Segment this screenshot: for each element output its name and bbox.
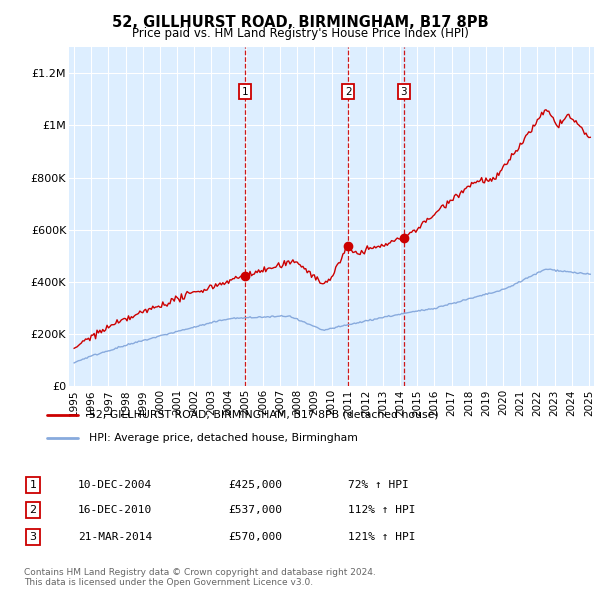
- Text: 3: 3: [29, 532, 37, 542]
- Text: 1: 1: [242, 87, 248, 97]
- Text: HPI: Average price, detached house, Birmingham: HPI: Average price, detached house, Birm…: [89, 433, 358, 443]
- Text: 10-DEC-2004: 10-DEC-2004: [78, 480, 152, 490]
- Text: 2: 2: [345, 87, 352, 97]
- Text: £425,000: £425,000: [228, 480, 282, 490]
- Text: 21-MAR-2014: 21-MAR-2014: [78, 532, 152, 542]
- Text: 2: 2: [29, 506, 37, 515]
- Text: Price paid vs. HM Land Registry's House Price Index (HPI): Price paid vs. HM Land Registry's House …: [131, 27, 469, 40]
- Text: 72% ↑ HPI: 72% ↑ HPI: [348, 480, 409, 490]
- Text: 112% ↑ HPI: 112% ↑ HPI: [348, 506, 415, 515]
- Text: 121% ↑ HPI: 121% ↑ HPI: [348, 532, 415, 542]
- Text: 1: 1: [29, 480, 37, 490]
- Text: 52, GILLHURST ROAD, BIRMINGHAM, B17 8PB (detached house): 52, GILLHURST ROAD, BIRMINGHAM, B17 8PB …: [89, 409, 439, 419]
- Text: 52, GILLHURST ROAD, BIRMINGHAM, B17 8PB: 52, GILLHURST ROAD, BIRMINGHAM, B17 8PB: [112, 15, 488, 30]
- Text: £537,000: £537,000: [228, 506, 282, 515]
- Text: 16-DEC-2010: 16-DEC-2010: [78, 506, 152, 515]
- Text: 3: 3: [401, 87, 407, 97]
- Text: £570,000: £570,000: [228, 532, 282, 542]
- Text: Contains HM Land Registry data © Crown copyright and database right 2024.
This d: Contains HM Land Registry data © Crown c…: [24, 568, 376, 587]
